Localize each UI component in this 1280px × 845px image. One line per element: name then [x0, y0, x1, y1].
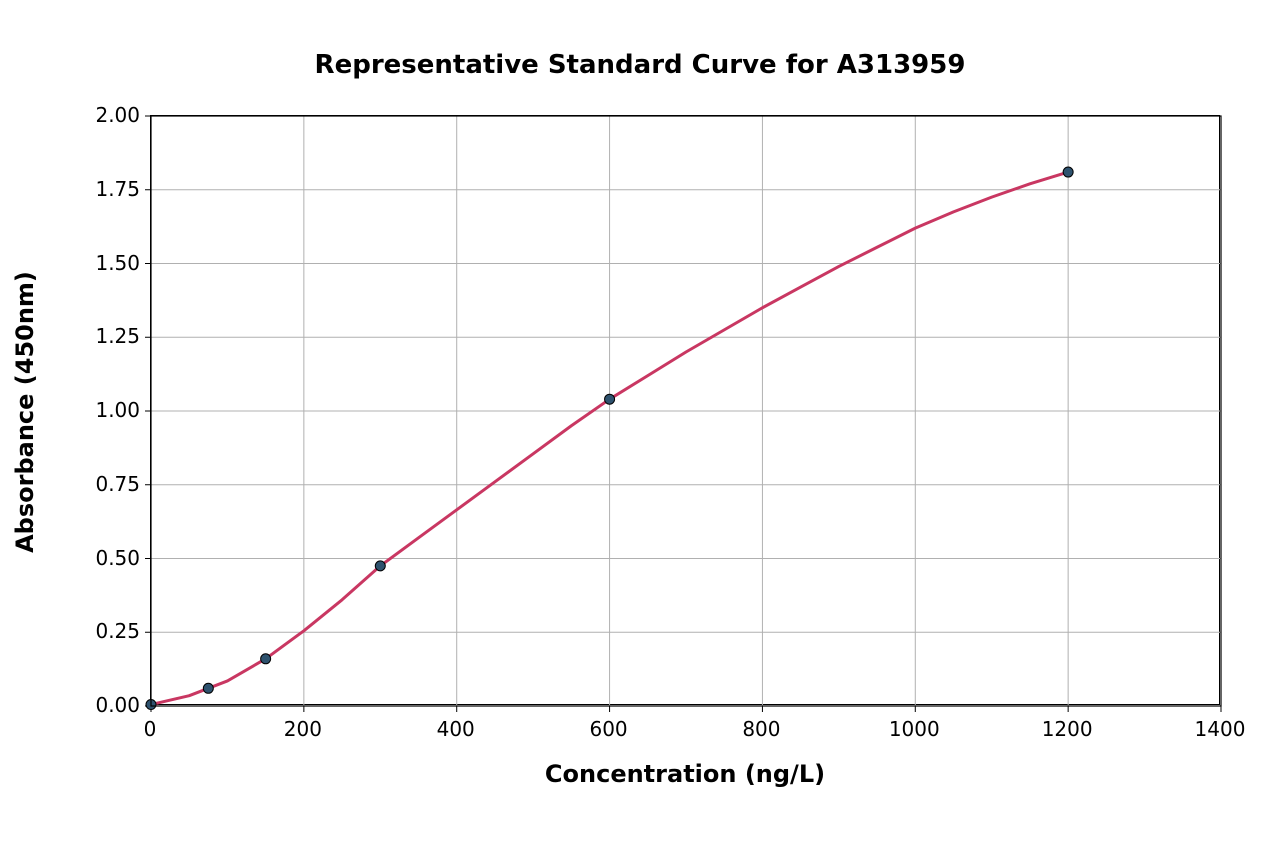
x-axis-label-text: Concentration (ng/L)	[545, 760, 825, 788]
data-point-marker	[1063, 167, 1073, 177]
chart-container: Representative Standard Curve for A31395…	[0, 0, 1280, 845]
x-tick-label: 1400	[1195, 717, 1246, 741]
x-axis-label: Concentration (ng/L)	[150, 760, 1220, 788]
y-tick-label: 0.75	[85, 472, 140, 496]
y-tick-label: 0.25	[85, 619, 140, 643]
y-axis-label: Absorbance (450nm)	[11, 117, 39, 707]
plot-svg	[151, 116, 1221, 706]
y-tick-label: 1.50	[85, 251, 140, 275]
chart-title-text: Representative Standard Curve for A31395…	[315, 50, 966, 80]
y-tick-label: 0.50	[85, 546, 140, 570]
x-tick-label: 600	[589, 717, 627, 741]
chart-title: Representative Standard Curve for A31395…	[0, 50, 1280, 80]
data-point-marker	[375, 561, 385, 571]
data-point-marker	[203, 683, 213, 693]
x-tick-label: 800	[742, 717, 780, 741]
x-tick-label: 400	[437, 717, 475, 741]
y-tick-label: 2.00	[85, 103, 140, 127]
x-tick-label: 1200	[1042, 717, 1093, 741]
x-tick-label: 1000	[889, 717, 940, 741]
plot-area	[150, 115, 1220, 705]
y-tick-label: 1.25	[85, 324, 140, 348]
x-tick-label: 0	[144, 717, 157, 741]
data-point-marker	[261, 654, 271, 664]
data-point-marker	[605, 394, 615, 404]
y-axis-label-text: Absorbance (450nm)	[11, 271, 39, 553]
x-tick-label: 200	[284, 717, 322, 741]
y-tick-label: 1.75	[85, 177, 140, 201]
y-tick-label: 0.00	[85, 693, 140, 717]
y-tick-label: 1.00	[85, 398, 140, 422]
